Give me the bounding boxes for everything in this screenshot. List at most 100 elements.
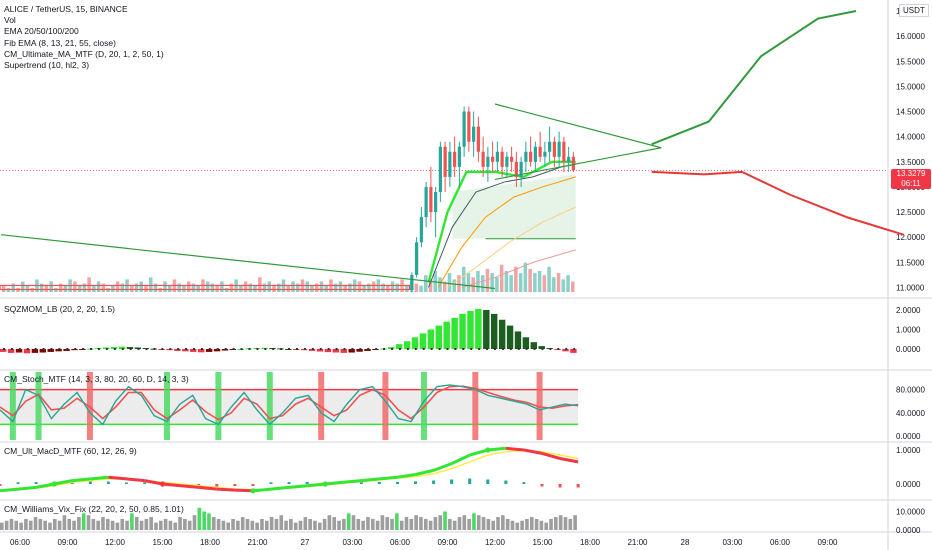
vix-bar xyxy=(134,517,139,530)
vix-bar xyxy=(91,518,96,530)
time-tick-label: 12:00 xyxy=(485,538,506,547)
volume-bar xyxy=(191,283,196,292)
squeeze-dot xyxy=(224,348,227,350)
candle-body xyxy=(571,156,575,171)
squeeze-dot xyxy=(264,348,267,350)
squeeze-dot xyxy=(454,348,457,350)
macd-histogram-bar xyxy=(88,481,92,484)
vix-bar xyxy=(154,522,158,530)
vix-bar xyxy=(48,522,52,530)
squeeze-dot xyxy=(422,348,425,350)
vix-bar xyxy=(472,513,476,530)
indicator-supertrend[interactable]: Supertrend (10, hl2, 3) xyxy=(4,59,90,70)
volume-bar xyxy=(552,277,556,292)
vix-bar xyxy=(245,518,250,530)
candle-body xyxy=(562,141,566,162)
time-tick-label: 09:00 xyxy=(437,538,458,547)
sqzmom-label[interactable]: SQZMOM_LB (20, 2, 20, 1.5) xyxy=(4,304,116,314)
macd-line-segment xyxy=(487,446,506,452)
candle-body xyxy=(410,274,414,290)
sqzmom-bar xyxy=(324,349,332,353)
sqzmom-bar xyxy=(459,313,466,349)
vix-bar xyxy=(264,520,269,530)
stoch-cross-highlight xyxy=(86,372,93,440)
candle-body xyxy=(415,242,419,275)
sqzmom-bar xyxy=(55,349,62,352)
macd-line-segment xyxy=(559,457,579,464)
volume-bar xyxy=(248,283,253,292)
squeeze-dot xyxy=(145,348,148,350)
vix-bar xyxy=(81,513,86,530)
stoch-cross-highlight xyxy=(536,372,543,440)
volume-bar xyxy=(44,285,49,292)
squeeze-dot xyxy=(34,348,37,350)
indicator-cm-ultimate-ma[interactable]: CM_Ultimate_MA_MTF (D, 20, 1, 2, 50, 1) xyxy=(4,48,164,59)
squeeze-dot xyxy=(335,348,338,350)
currency-badge[interactable]: USDT xyxy=(899,4,929,17)
vix-bar xyxy=(423,518,428,530)
vix-label[interactable]: CM_Williams_Vix_Fix (22, 20, 2, 50, 0.85… xyxy=(4,504,184,514)
vix-bar xyxy=(457,517,462,530)
vix-bar xyxy=(0,522,4,530)
volume-bar xyxy=(514,266,518,292)
volume-bar xyxy=(101,283,106,292)
volume-bar xyxy=(196,285,200,292)
vix-bar xyxy=(14,520,19,530)
sqzmom-bar xyxy=(118,346,126,349)
macd-tick: 1.0000 xyxy=(896,446,921,455)
candle-body xyxy=(543,151,547,157)
volume-bar xyxy=(424,275,428,292)
volume-bar xyxy=(528,268,532,292)
vix-bar xyxy=(529,517,534,530)
macd-line-segment xyxy=(523,448,543,455)
macd-line-segment xyxy=(0,487,19,493)
candle-body xyxy=(529,151,533,162)
indicator-vol[interactable]: Vol xyxy=(4,15,16,26)
candle-body xyxy=(443,146,447,177)
squeeze-dot xyxy=(193,348,196,350)
volume-bar xyxy=(220,281,224,292)
stoch-cross-highlight xyxy=(318,372,325,440)
squeeze-dot xyxy=(177,348,180,350)
vix-bar xyxy=(289,518,293,530)
stoch-tick: 0.0000 xyxy=(896,432,921,441)
ema-50-line xyxy=(437,176,576,288)
squeeze-dot xyxy=(240,348,243,350)
macd-cross-dot xyxy=(250,488,256,494)
stoch-cross-highlight xyxy=(266,372,273,440)
volume-bar xyxy=(386,285,390,292)
volume-bar xyxy=(11,283,16,292)
vix-bar xyxy=(313,520,317,530)
volume-bar xyxy=(25,285,30,292)
squeeze-dot xyxy=(161,348,164,350)
time-tick-label: 09:00 xyxy=(57,538,78,547)
volume-bar xyxy=(148,277,153,292)
macd-histogram-bar xyxy=(233,484,237,487)
vix-bar xyxy=(317,522,322,530)
volume-bar xyxy=(120,283,125,292)
candle-body xyxy=(424,186,428,218)
macd-line-segment xyxy=(415,468,434,476)
indicator-ema[interactable]: EMA 20/50/100/200 xyxy=(4,26,79,37)
vix-bar xyxy=(274,518,279,530)
stoch-label[interactable]: CM_Stoch_MTF (14, 3, 3, 80, 20, 60, D, 1… xyxy=(4,374,189,384)
candle-body xyxy=(514,161,518,177)
macd-line-segment xyxy=(379,475,398,481)
macd-histogram-bar xyxy=(143,482,147,484)
vix-bar xyxy=(327,515,332,530)
volume-bar xyxy=(153,283,158,292)
ema-200-line xyxy=(461,249,576,288)
vix-bar xyxy=(125,520,129,530)
symbol-line[interactable]: ALICE / TetherUS, 15, BINANCE xyxy=(4,4,128,14)
sqzmom-bar xyxy=(491,313,498,349)
volume-bar xyxy=(87,277,91,292)
sqzmom-bar xyxy=(538,346,545,349)
volume-bar xyxy=(295,283,300,292)
volume-bar xyxy=(291,281,295,292)
macd-label[interactable]: CM_Ult_MacD_MTF (60, 12, 26, 9) xyxy=(4,446,137,456)
candle-body xyxy=(462,111,466,147)
vix-bar xyxy=(96,520,100,530)
volume-bar xyxy=(177,283,181,292)
indicator-fib-ema[interactable]: Fib EMA (8, 13, 21, 55, close) xyxy=(4,37,116,48)
macd-signal-line xyxy=(0,449,579,491)
